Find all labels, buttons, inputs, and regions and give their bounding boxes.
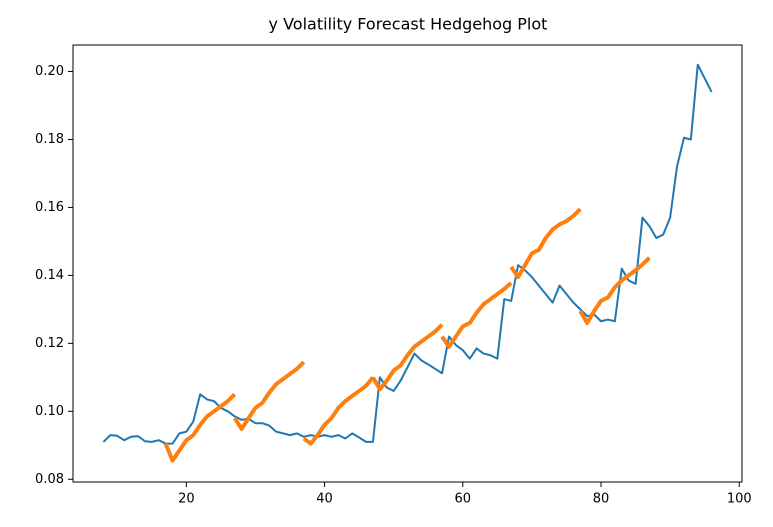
x-tick-label: 80 <box>593 492 610 507</box>
y-tick-label: 0.20 <box>35 64 64 79</box>
series-line <box>440 281 513 349</box>
y-tick-label: 0.10 <box>35 404 64 419</box>
y-tick-label: 0.16 <box>35 200 64 215</box>
x-tick-label: 60 <box>455 492 472 507</box>
series-line <box>578 256 651 325</box>
x-tick-label: 20 <box>178 492 195 507</box>
chart-title: y Volatility Forecast Hedgehog Plot <box>269 15 548 34</box>
y-tick-label: 0.12 <box>35 336 64 351</box>
y-tick-label: 0.14 <box>35 268 64 283</box>
x-tick-label: 40 <box>316 492 333 507</box>
y-tick-label: 0.08 <box>35 472 64 487</box>
series-line <box>371 323 444 392</box>
series-line <box>509 207 582 280</box>
x-tick-label: 100 <box>727 492 752 507</box>
series-line <box>302 376 375 446</box>
series-line <box>233 360 306 431</box>
series-line <box>102 63 713 445</box>
y-tick-label: 0.18 <box>35 132 64 147</box>
series-line <box>163 392 237 463</box>
plot-frame <box>72 44 743 483</box>
